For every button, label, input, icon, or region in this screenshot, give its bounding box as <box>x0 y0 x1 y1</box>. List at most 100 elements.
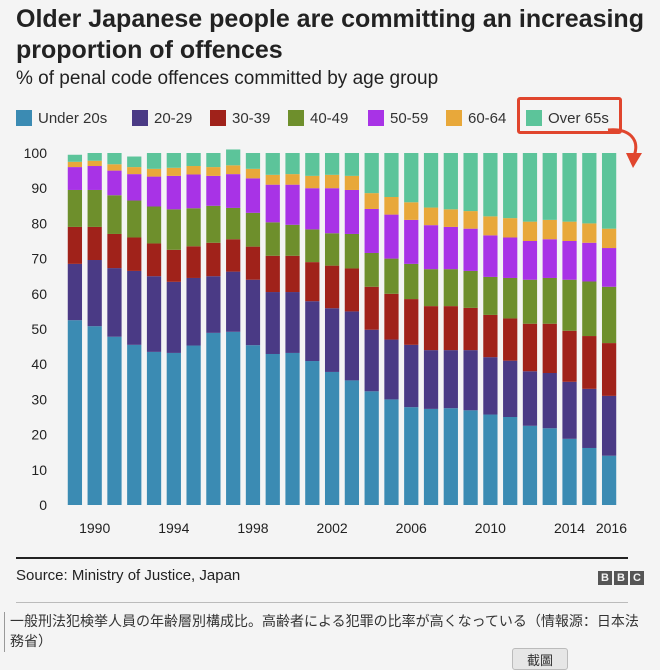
bar-segment-20-29 <box>87 260 102 327</box>
bar-segment-40-49 <box>562 279 577 331</box>
bar-segment-50-59 <box>601 248 617 287</box>
bar-segment-50-59 <box>483 235 498 277</box>
bar-segment-under-20s <box>67 320 83 505</box>
bar-segment-40-49 <box>483 276 498 315</box>
bar-segment-30-39 <box>127 237 142 271</box>
curved-arrow-icon <box>607 128 642 168</box>
bar-segment-20-29 <box>384 339 399 400</box>
bar-segment-40-49 <box>582 281 597 337</box>
bar-segment-20-29 <box>245 279 261 346</box>
y-tick-label: 50 <box>31 321 47 337</box>
bar-segment-over-65s <box>127 156 142 168</box>
x-tick-label: 1990 <box>79 520 110 536</box>
bar-segment-30-39 <box>285 255 300 293</box>
bar-segment-over-65s <box>522 153 538 222</box>
legend-item-60-64: 60-64 <box>446 106 506 130</box>
x-tick-label: 2006 <box>396 520 427 536</box>
bar-segment-40-49 <box>87 189 102 227</box>
bar-segment-30-39 <box>324 265 340 309</box>
bar-segment-40-49 <box>226 207 241 240</box>
x-tick-label: 1994 <box>158 520 189 536</box>
divider-bottom <box>16 602 628 603</box>
bar-segment-20-29 <box>463 350 478 411</box>
bar-segment-20-29 <box>404 344 419 408</box>
bar-segment-30-39 <box>503 318 518 361</box>
bar-segment-30-39 <box>404 299 419 345</box>
chart-legend: Under 20s 20-29 30-39 40-49 50-59 60-64 … <box>16 103 656 133</box>
bar-segment-60-64 <box>146 168 162 177</box>
legend-label-over-65s: Over 65s <box>548 109 609 127</box>
bar-segment-20-29 <box>166 281 181 353</box>
bar-segment-under-20s <box>503 417 518 505</box>
y-tick-label: 60 <box>31 286 47 302</box>
bar-segment-30-39 <box>226 239 241 272</box>
bar-segment-60-64 <box>226 165 241 175</box>
bar-segment-under-20s <box>87 326 102 505</box>
bar-segment-60-64 <box>166 167 181 176</box>
bar-segment-50-59 <box>404 219 419 264</box>
bar-segment-20-29 <box>483 357 498 415</box>
bar-segment-40-49 <box>107 195 122 234</box>
legend-swatch-under-20s <box>16 110 32 126</box>
bar-segment-under-20s <box>226 331 241 505</box>
bar-segment-30-39 <box>384 293 399 340</box>
bar-segment-over-65s <box>285 153 300 175</box>
bar-segment-40-49 <box>384 258 399 294</box>
bar-segment-under-20s <box>127 344 142 505</box>
bar-segment-under-20s <box>542 428 557 505</box>
bar-segment-under-20s <box>582 447 597 505</box>
x-tick-label: 2014 <box>554 520 585 536</box>
bar-segment-30-39 <box>107 233 122 269</box>
bar-segment-60-64 <box>206 167 221 176</box>
bar-segment-20-29 <box>423 350 439 409</box>
legend-item-under-20s: Under 20s <box>16 106 107 130</box>
bar-segment-over-65s <box>404 153 419 203</box>
legend-label-30-39: 30-39 <box>232 109 271 127</box>
bar-segment-under-20s <box>404 407 419 505</box>
bar-segment-40-49 <box>423 269 439 307</box>
bar-segment-30-39 <box>463 307 478 351</box>
bar-segment-30-39 <box>146 243 162 277</box>
legend-swatch-30-39 <box>210 110 226 126</box>
capture-button[interactable]: 截圖 <box>512 648 568 670</box>
legend-swatch-50-59 <box>368 110 384 126</box>
bar-segment-50-59 <box>226 174 241 208</box>
x-tick-label: 1998 <box>237 520 268 536</box>
bar-segment-over-65s <box>384 153 399 197</box>
bar-segment-60-64 <box>324 174 340 189</box>
bar-segment-60-64 <box>503 218 518 238</box>
bar-segment-60-64 <box>404 202 419 220</box>
bar-segment-under-20s <box>285 352 300 505</box>
bar-segment-over-65s <box>186 153 201 167</box>
bar-segment-40-49 <box>601 286 617 344</box>
bar-segment-50-59 <box>285 184 300 225</box>
bar-segment-over-65s <box>503 153 518 219</box>
bar-segment-over-65s <box>443 153 458 210</box>
bar-segment-over-65s <box>483 153 498 217</box>
bar-segment-20-29 <box>522 371 538 426</box>
bar-segment-50-59 <box>364 208 379 253</box>
bar-segment-50-59 <box>522 241 538 280</box>
legend-item-50-59: 50-59 <box>368 106 428 130</box>
bar-segment-40-49 <box>245 212 261 247</box>
bar-segment-60-64 <box>542 219 557 240</box>
bar-segment-over-65s <box>423 153 439 208</box>
bar-segment-60-64 <box>364 193 379 209</box>
bar-segment-50-59 <box>127 174 142 201</box>
legend-item-40-49: 40-49 <box>288 106 348 130</box>
legend-swatch-20-29 <box>132 110 148 126</box>
bar-segment-over-65s <box>87 153 102 161</box>
bar-segment-30-39 <box>483 314 498 358</box>
legend-label-40-49: 40-49 <box>310 109 349 127</box>
bar-segment-under-20s <box>522 425 538 505</box>
legend-item-over-65s: Over 65s <box>526 106 609 130</box>
bar-segment-over-65s <box>305 153 320 176</box>
bar-segment-30-39 <box>582 336 597 389</box>
bar-segment-30-39 <box>443 306 458 351</box>
bar-segment-40-49 <box>305 229 320 263</box>
legend-highlight-box <box>517 97 622 134</box>
bar-segment-under-20s <box>463 410 478 505</box>
bar-segment-60-64 <box>107 164 122 171</box>
bar-segment-over-65s <box>324 153 340 175</box>
bar-segment-50-59 <box>166 175 181 210</box>
